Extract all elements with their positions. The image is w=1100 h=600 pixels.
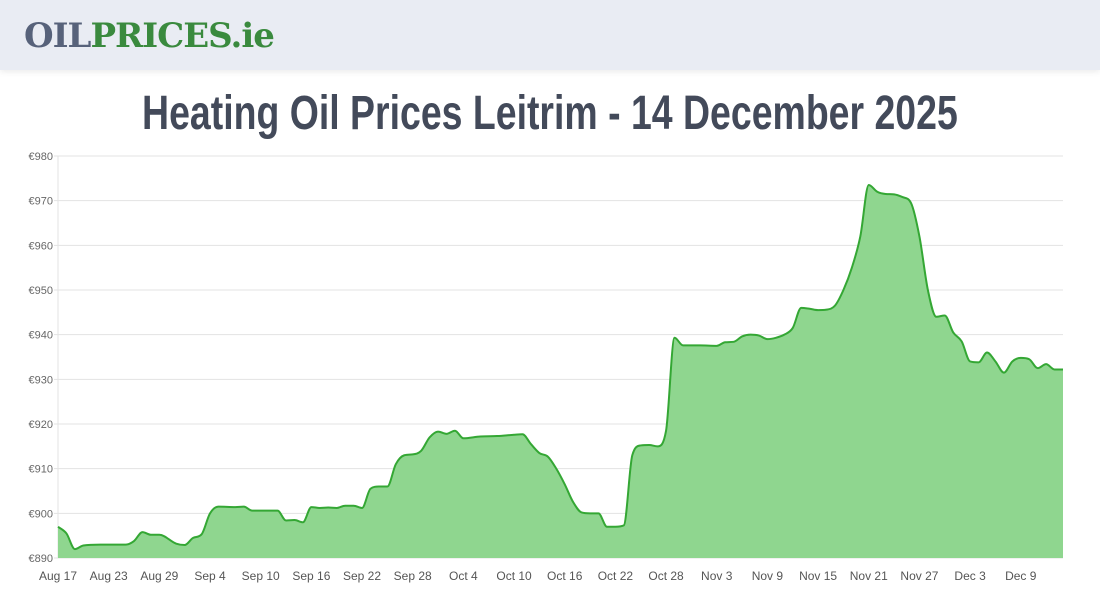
y-tick-label: €920: [29, 419, 53, 431]
x-tick-label: Aug 17: [39, 569, 77, 583]
x-tick-label: Sep 22: [343, 569, 381, 583]
logo-text-prices: PRICES.ie: [90, 16, 274, 56]
x-tick-label: Dec 9: [1005, 569, 1037, 583]
site-logo[interactable]: OILPRICES.ie: [24, 14, 275, 58]
x-tick-label: Nov 9: [752, 569, 784, 583]
x-tick-label: Oct 22: [598, 569, 634, 583]
y-tick-label: €940: [29, 330, 53, 342]
site-header: OILPRICES.ie: [0, 0, 1100, 70]
x-tick-label: Sep 16: [292, 569, 330, 583]
y-tick-label: €960: [29, 240, 53, 252]
x-tick-label: Oct 16: [547, 569, 583, 583]
price-line: [57, 184, 1063, 551]
y-tick-label: €910: [29, 464, 53, 476]
y-tick-label: €950: [29, 285, 53, 297]
logo-text-oil: OIL: [24, 16, 91, 56]
page-title: Heating Oil Prices Leitrim - 14 December…: [142, 87, 958, 140]
price-area-fill: [58, 185, 1063, 559]
y-tick-label: €900: [29, 508, 53, 520]
x-tick-label: Oct 10: [496, 569, 532, 583]
x-tick-label: Dec 3: [954, 569, 986, 583]
x-tick-label: Aug 29: [140, 569, 178, 583]
y-tick-label: €980: [29, 151, 53, 163]
x-tick-label: Oct 28: [648, 569, 684, 583]
x-tick-label: Nov 15: [799, 569, 837, 583]
x-tick-label: Nov 3: [701, 569, 733, 583]
x-tick-label: Nov 27: [900, 569, 938, 583]
x-tick-label: Sep 10: [242, 569, 280, 583]
y-tick-label: €890: [29, 553, 53, 565]
x-tick-label: Oct 4: [449, 569, 478, 583]
y-tick-label: €970: [29, 196, 53, 208]
y-tick-label: €930: [29, 374, 53, 386]
x-tick-label: Sep 28: [394, 569, 432, 583]
x-tick-label: Nov 21: [850, 569, 888, 583]
x-tick-label: Aug 23: [90, 569, 128, 583]
x-tick-label: Sep 4: [194, 569, 226, 583]
